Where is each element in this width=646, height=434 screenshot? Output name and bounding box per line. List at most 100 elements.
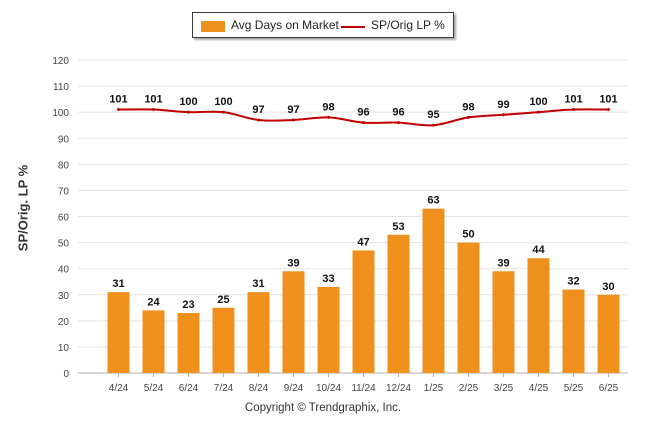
y-tick-label: 50 <box>58 239 70 250</box>
line-series <box>117 108 610 127</box>
x-tick-label: 1/25 <box>424 383 444 394</box>
line-point <box>327 115 330 119</box>
legend-line-swatch <box>341 26 365 28</box>
y-tick-label: 40 <box>58 265 70 276</box>
x-tick-label: 10/24 <box>316 383 341 394</box>
bar <box>247 292 270 373</box>
x-tick-label: 3/25 <box>494 383 514 394</box>
line-point <box>397 121 400 125</box>
line-point <box>502 113 505 117</box>
line-point <box>467 115 470 119</box>
line-point <box>537 110 540 114</box>
legend-bar-swatch <box>201 21 225 32</box>
x-tick-label: 6/24 <box>179 383 199 394</box>
bar <box>387 234 410 373</box>
bar <box>282 271 305 373</box>
legend: Avg Days on Market SP/Orig LP % <box>192 12 454 38</box>
line-value-label: 98 <box>322 101 334 113</box>
x-tick-label: 12/24 <box>386 383 411 394</box>
bar-value-label: 47 <box>357 236 369 248</box>
y-tick-label: 0 <box>63 369 69 380</box>
x-tick-label: 9/24 <box>284 383 304 394</box>
line-value-label: 96 <box>392 107 404 119</box>
x-tick-label: 4/24 <box>109 383 129 394</box>
line-point <box>187 110 190 114</box>
y-tick-label: 100 <box>52 108 69 119</box>
y-tick-label: 90 <box>58 134 70 145</box>
bar-value-label: 39 <box>497 257 509 269</box>
bar-value-label: 31 <box>112 278 124 290</box>
bar <box>422 208 445 373</box>
bar <box>212 307 235 373</box>
line-value-label: 101 <box>144 94 162 106</box>
x-tick-label: 4/25 <box>529 383 549 394</box>
bar-value-label: 23 <box>182 299 194 311</box>
line-value-label: 95 <box>427 109 439 121</box>
line-value-label: 97 <box>287 104 299 116</box>
bar <box>597 294 620 373</box>
y-tick-label: 70 <box>58 186 70 197</box>
bar-value-label: 39 <box>287 257 299 269</box>
y-tick-label: 20 <box>58 317 70 328</box>
line-value-label: 101 <box>564 94 582 106</box>
line-value-label: 101 <box>599 94 617 106</box>
y-axis-title-text: SP/Orig. LP % <box>15 164 31 252</box>
line-point <box>607 108 610 112</box>
y-tick-label: 10 <box>58 343 70 354</box>
bar <box>142 310 165 373</box>
bar-value-label: 31 <box>252 278 264 290</box>
line-value-label: 98 <box>462 101 474 113</box>
line-point <box>117 108 120 112</box>
bar <box>492 271 515 373</box>
x-axis: 4/24 5/24 6/24 7/24 8/24 9/24 10/24 11/24 12/24 1… <box>109 373 619 394</box>
y-tick-label: 120 <box>52 56 69 67</box>
bar <box>527 258 550 373</box>
line-value-label: 100 <box>214 96 232 108</box>
x-tick-label: 5/25 <box>564 383 584 394</box>
y-axis-ticks: 0 10 20 30 40 50 60 70 80 90 100 110 120 <box>52 56 69 380</box>
legend-line-label: SP/Orig LP % <box>371 18 445 32</box>
legend-bar-label: Avg Days on Market <box>231 18 339 32</box>
bar-value-label: 50 <box>462 229 474 241</box>
x-tick-label: 7/24 <box>214 383 234 394</box>
line-value-label: 99 <box>497 99 509 111</box>
line-value-label: 100 <box>179 96 197 108</box>
bar-value-label: 53 <box>392 221 404 233</box>
y-tick-label: 110 <box>53 82 69 93</box>
bar-value-label: 44 <box>532 244 545 256</box>
line-value-label: 101 <box>109 94 127 106</box>
y-tick-label: 60 <box>58 213 70 224</box>
bar-value-label: 24 <box>147 296 160 308</box>
bar-value-label: 32 <box>567 276 579 288</box>
line-point <box>362 121 365 125</box>
y-tick-label: 80 <box>58 160 70 171</box>
bar-value-label: 30 <box>602 281 614 293</box>
x-tick-label: 2/25 <box>459 383 479 394</box>
line-point <box>292 118 295 122</box>
bar <box>457 242 480 373</box>
line-point <box>572 108 575 112</box>
bar-value-label: 25 <box>217 294 229 306</box>
bar-value-label: 33 <box>322 273 334 285</box>
x-tick-label: 11/24 <box>351 383 376 394</box>
y-tick-label: 30 <box>58 291 70 302</box>
x-tick-label: 6/25 <box>599 383 619 394</box>
copyright-text: Copyright © Trendgraphix, Inc. <box>244 402 402 414</box>
bar-value-label: 63 <box>427 195 439 207</box>
line-point <box>257 118 260 122</box>
line-point <box>152 108 155 112</box>
x-tick-label: 5/24 <box>144 383 164 394</box>
line-point <box>432 123 435 127</box>
bar <box>562 289 585 373</box>
y-axis-title: SP/Orig. LP % <box>12 128 34 288</box>
line-value-label: 100 <box>529 96 547 108</box>
bar <box>177 313 200 373</box>
bar <box>107 292 130 373</box>
bar <box>352 250 375 373</box>
line-point <box>222 110 225 114</box>
bar <box>317 286 340 373</box>
line-value-label: 96 <box>357 107 369 119</box>
x-tick-label: 8/24 <box>249 383 269 394</box>
bar-series <box>107 208 620 373</box>
